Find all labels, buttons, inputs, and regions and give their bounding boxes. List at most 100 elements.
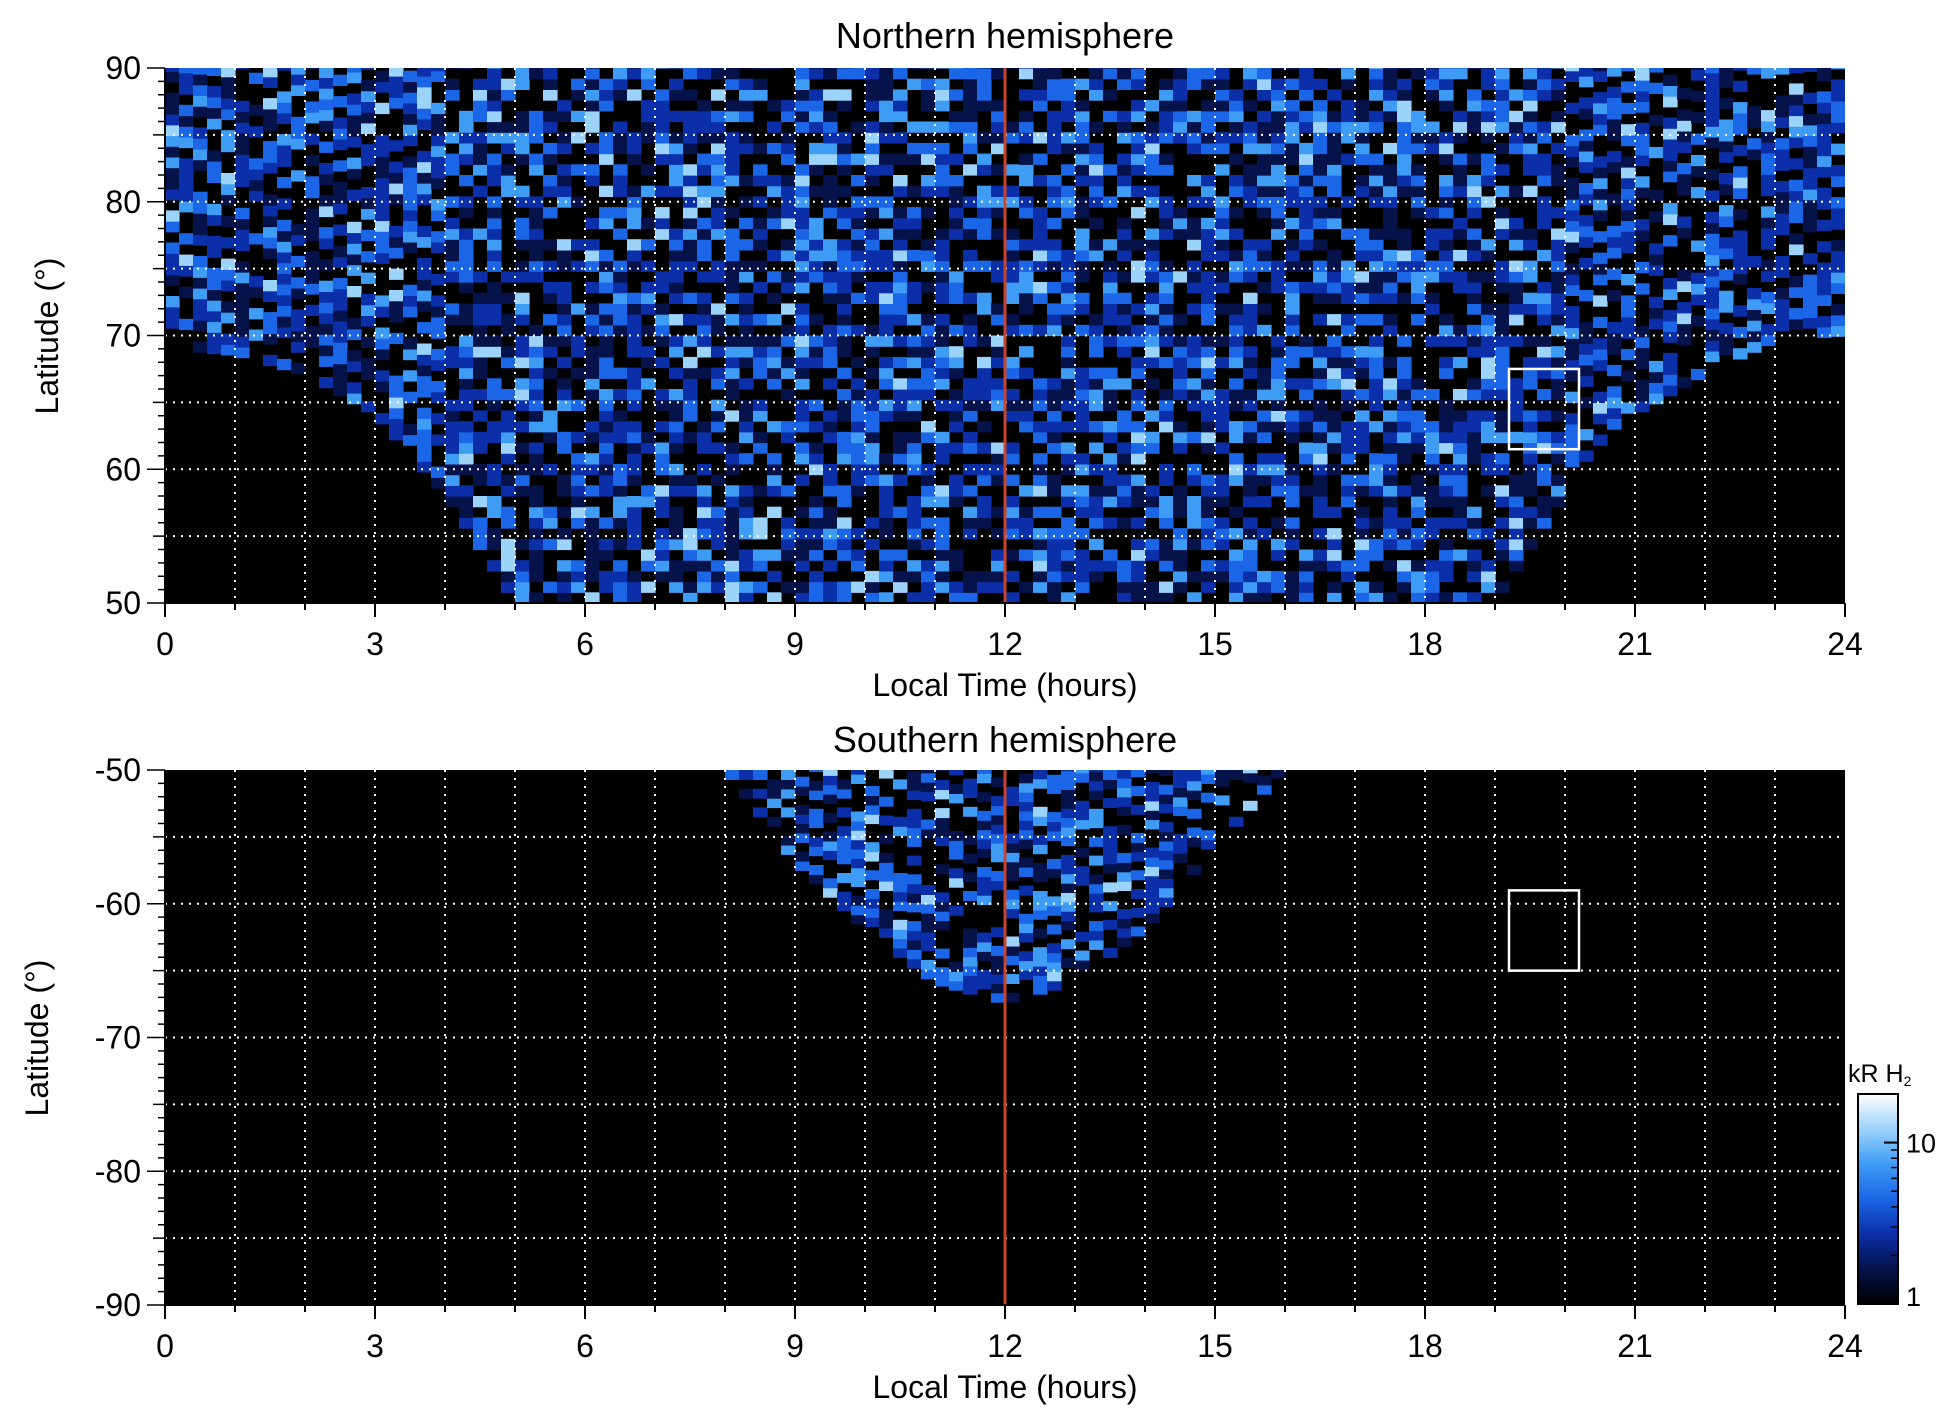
- heatmap-cell: [1201, 770, 1216, 775]
- heatmap-cell: [1019, 121, 1034, 133]
- heatmap-cell: [963, 217, 978, 230]
- heatmap-cell: [963, 937, 978, 948]
- heatmap-cell: [1341, 153, 1356, 165]
- heatmap-cell: [1005, 889, 1020, 900]
- heatmap-cell: [1621, 295, 1636, 307]
- heatmap-cell: [487, 303, 502, 315]
- heatmap-cell: [865, 474, 880, 486]
- heatmap-cell: [1285, 431, 1300, 444]
- heatmap-cell: [1229, 528, 1244, 540]
- heatmap-cell: [1621, 402, 1636, 414]
- heatmap-cell: [417, 429, 432, 441]
- heatmap-cell: [1439, 68, 1454, 69]
- heatmap-cell: [1089, 463, 1104, 476]
- heatmap-cell: [1705, 286, 1720, 298]
- heatmap-cell: [1299, 217, 1314, 230]
- heatmap-cell: [487, 282, 502, 294]
- x-tick-label: 9: [786, 1328, 804, 1364]
- heatmap-cell: [1607, 386, 1622, 398]
- heatmap-cell: [991, 346, 1006, 358]
- heatmap-cell: [319, 77, 334, 89]
- heatmap-cell: [1677, 173, 1692, 185]
- heatmap-cell: [1173, 485, 1188, 497]
- heatmap-cell: [795, 851, 810, 862]
- heatmap-cell: [1383, 185, 1398, 197]
- heatmap-cell: [1481, 100, 1496, 112]
- heatmap-cell: [1145, 185, 1160, 197]
- heatmap-cell: [403, 348, 418, 361]
- heatmap-cell: [921, 894, 936, 905]
- heatmap-cell: [1355, 153, 1370, 165]
- heatmap-cell: [977, 292, 992, 304]
- heatmap-cell: [1523, 367, 1538, 379]
- heatmap-cell: [1467, 346, 1482, 358]
- heatmap-cell: [1131, 538, 1146, 551]
- heatmap-cell: [473, 389, 488, 401]
- heatmap-cell: [487, 239, 502, 251]
- heatmap-cell: [1299, 260, 1314, 272]
- heatmap-cell: [809, 874, 824, 885]
- heatmap-cell: [837, 431, 852, 444]
- heatmap-cell: [1061, 292, 1076, 304]
- heatmap-cell: [1103, 549, 1118, 561]
- heatmap-cell: [1005, 517, 1020, 529]
- heatmap-cell: [1005, 410, 1020, 422]
- heatmap-cell: [1565, 455, 1580, 468]
- heatmap-cell: [809, 790, 824, 801]
- heatmap-cell: [1509, 410, 1524, 422]
- heatmap-cell: [781, 485, 796, 497]
- heatmap-cell: [1341, 378, 1356, 390]
- heatmap-cell: [935, 836, 950, 847]
- heatmap-cell: [1677, 88, 1692, 100]
- heatmap-cell: [1481, 378, 1496, 390]
- heatmap-cell: [1229, 570, 1244, 583]
- heatmap-cell: [1257, 249, 1272, 262]
- heatmap-cell: [991, 570, 1006, 583]
- heatmap-cell: [879, 770, 894, 779]
- heatmap-cell: [1229, 185, 1244, 197]
- heatmap-cell: [1075, 847, 1090, 858]
- heatmap-cell: [1453, 121, 1468, 133]
- heatmap-cell: [1257, 570, 1272, 583]
- heatmap-cell: [207, 68, 222, 76]
- heatmap-cell: [1075, 410, 1090, 422]
- heatmap-cell: [935, 260, 950, 272]
- heatmap-cell: [1537, 292, 1552, 304]
- heatmap-cell: [669, 581, 684, 593]
- heatmap-cell: [1215, 442, 1230, 454]
- heatmap-cell: [1313, 421, 1328, 433]
- heatmap-cell: [865, 142, 880, 155]
- heatmap-cell: [935, 948, 950, 959]
- heatmap-cell: [515, 239, 530, 251]
- heatmap-cell: [1481, 314, 1496, 326]
- heatmap-cell: [781, 239, 796, 251]
- heatmap-cell: [1215, 560, 1230, 572]
- heatmap-cell: [389, 311, 404, 323]
- heatmap-cell: [865, 68, 880, 80]
- heatmap-cell: [1173, 346, 1188, 358]
- heatmap-cell: [1397, 142, 1412, 155]
- heatmap-cell: [949, 110, 964, 123]
- heatmap-cell: [1005, 367, 1020, 379]
- heatmap-cell: [1117, 164, 1132, 176]
- heatmap-cell: [1621, 220, 1636, 232]
- heatmap-cell: [655, 207, 670, 219]
- heatmap-cell: [487, 314, 502, 326]
- heatmap-cell: [725, 346, 740, 358]
- heatmap-cell: [1691, 368, 1706, 381]
- heatmap-cell: [725, 506, 740, 518]
- heatmap-cell: [1047, 260, 1062, 272]
- heatmap-cell: [1313, 100, 1328, 112]
- heatmap-cell: [1579, 225, 1594, 238]
- heatmap-cell: [1131, 560, 1146, 572]
- heatmap-cell: [809, 335, 824, 347]
- heatmap-cell: [893, 314, 908, 326]
- heatmap-cell: [753, 164, 768, 176]
- heatmap-cell: [1355, 346, 1370, 358]
- heatmap-cell: [795, 367, 810, 379]
- heatmap-cell: [417, 236, 432, 248]
- heatmap-cell: [1075, 100, 1090, 112]
- heatmap-cell: [1663, 160, 1678, 172]
- heatmap-cell: [459, 421, 474, 433]
- heatmap-cell: [445, 89, 460, 101]
